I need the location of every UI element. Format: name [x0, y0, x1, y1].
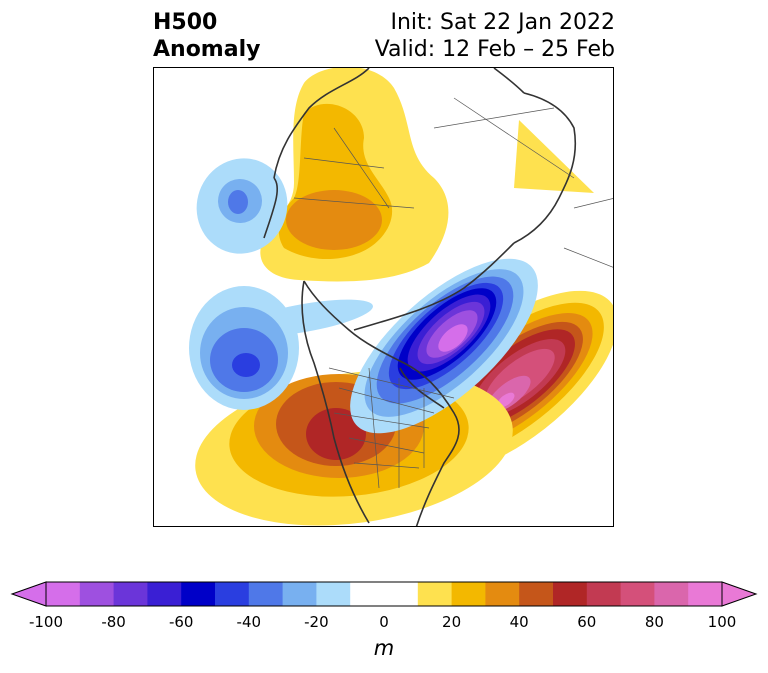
- colorbar-tick-label: 80: [644, 613, 664, 631]
- colorbar-cell: [451, 582, 486, 606]
- colorbar-tick-label: -100: [28, 613, 64, 631]
- anomaly-gulf-of-alaska: [189, 286, 373, 410]
- anomaly-bering: [196, 158, 288, 254]
- colorbar-tick-label: 0: [379, 613, 389, 631]
- valid-range: Valid: 12 Feb – 25 Feb: [374, 37, 615, 62]
- colorbar-cell: [553, 582, 588, 606]
- init-date: Init: Sat 22 Jan 2022: [390, 10, 615, 35]
- anomaly-greenland: [514, 120, 594, 193]
- map-title: H500 Anomaly: [153, 9, 260, 63]
- colorbar-cells: [46, 582, 723, 606]
- colorbar-cell: [688, 582, 723, 606]
- colorbar-tick-label: -20: [304, 613, 329, 631]
- colorbar-cell: [417, 582, 453, 606]
- colorbar-cell: [113, 582, 148, 606]
- colorbar-cell: [485, 582, 520, 606]
- colorbar-tick-label: 40: [509, 613, 529, 631]
- colorbar-cell: [384, 582, 419, 606]
- colorbar-cell: [282, 582, 317, 606]
- forecast-dates: Init: Sat 22 Jan 2022 Valid: 12 Feb – 25…: [375, 9, 615, 63]
- colorbar-cell: [519, 582, 554, 606]
- colorbar-max-extend: [721, 581, 758, 607]
- map-canvas: [189, 68, 613, 526]
- colorbar-cell: [181, 582, 216, 606]
- colorbar-tick-label: -60: [168, 613, 194, 631]
- colorbar-cell: [215, 582, 250, 606]
- colorbar-cell: [620, 582, 655, 606]
- anomaly-siberia: [260, 68, 449, 282]
- colorbar-cell: [46, 582, 81, 606]
- colorbar-unit: m: [373, 636, 395, 660]
- colorbar: [10, 581, 758, 607]
- title-variable: H500: [153, 10, 218, 35]
- colorbar-cell: [79, 582, 115, 606]
- colorbar-cell: [248, 582, 284, 606]
- colorbar-cell: [316, 582, 351, 606]
- colorbar-tick-label: -80: [101, 613, 126, 631]
- title-subtitle: Anomaly: [153, 37, 261, 62]
- colorbar-tick-label: 60: [577, 613, 597, 631]
- colorbar-cell: [586, 582, 622, 606]
- colorbar-tick-label: 20: [442, 613, 462, 631]
- colorbar-tick-label: 100: [707, 613, 737, 631]
- colorbar-cell: [147, 582, 182, 606]
- colorbar-cell: [350, 582, 385, 606]
- coastlines: [263, 68, 577, 526]
- anomaly-eastern-canada: [350, 258, 538, 434]
- colorbar-cell: [654, 582, 689, 606]
- anomaly-map: [153, 67, 614, 527]
- borders: [293, 97, 613, 489]
- colorbar-min-extend: [10, 581, 47, 607]
- colorbar-tick-label: -40: [236, 613, 262, 631]
